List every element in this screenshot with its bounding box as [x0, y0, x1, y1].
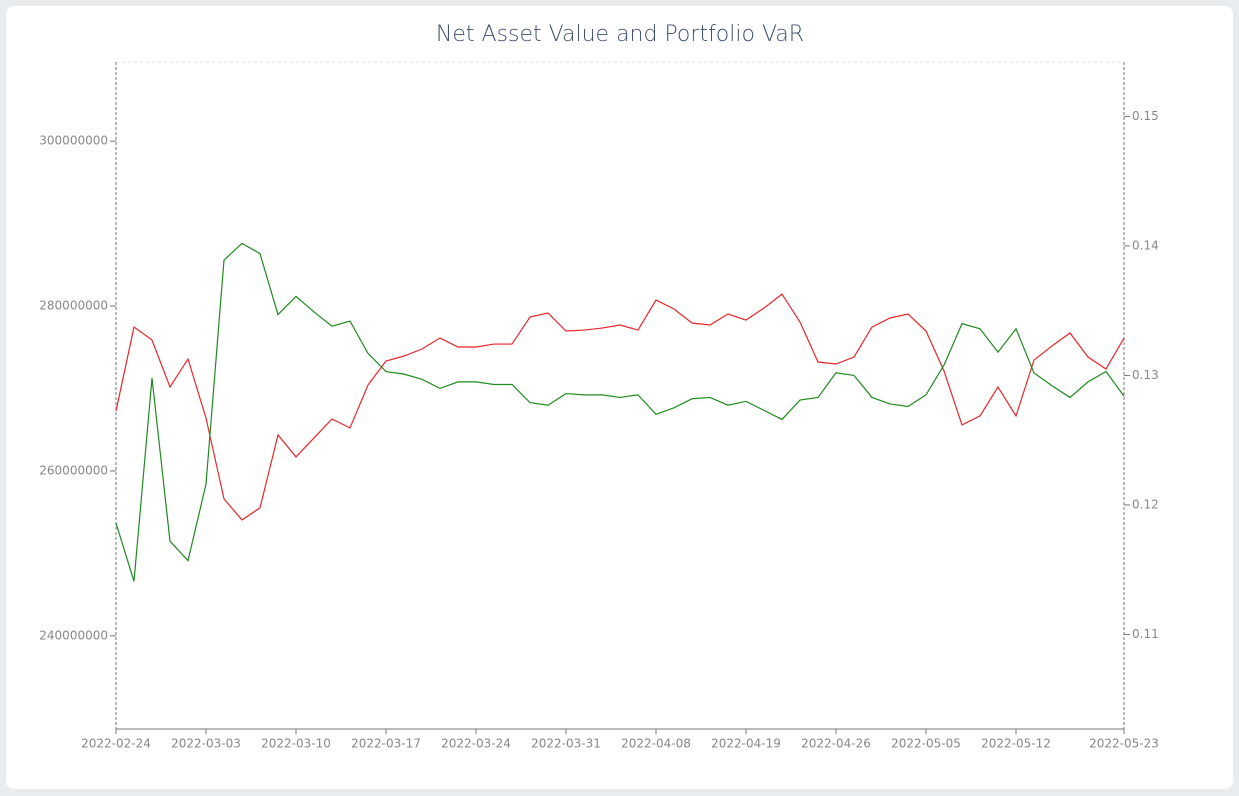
- x-tick-label: 2022-04-19: [711, 737, 781, 751]
- y2-tick-label: 0.11: [1132, 627, 1159, 641]
- series-line: [115, 293, 1125, 521]
- y2-tick-label: 0.13: [1132, 368, 1159, 382]
- x-tick-label: 2022-05-05: [891, 737, 961, 751]
- x-tick-label: 2022-05-12: [981, 737, 1051, 751]
- y-tick-label: 300000000: [39, 134, 108, 148]
- y2-tick-label: 0.12: [1132, 497, 1159, 511]
- x-tick-label: 2022-03-24: [441, 737, 511, 751]
- x-tick-label: 2022-03-03: [171, 737, 241, 751]
- x-tick-label: 2022-03-17: [351, 737, 421, 751]
- x-tick-label: 2022-02-24: [81, 737, 151, 751]
- y2-tick-label: 0.14: [1132, 238, 1159, 252]
- y-tick-label: 260000000: [39, 463, 108, 477]
- chart-title: Net Asset Value and Portfolio VaR: [436, 22, 804, 47]
- y-tick-label: 240000000: [39, 628, 108, 642]
- x-tick-label: 2022-05-23: [1089, 737, 1159, 751]
- series-line: [115, 242, 1125, 582]
- x-tick-label: 2022-03-31: [531, 737, 601, 751]
- x-tick-label: 2022-04-26: [801, 737, 871, 751]
- y2-tick-label: 0.15: [1132, 109, 1159, 123]
- x-tick-label: 2022-04-08: [621, 737, 691, 751]
- y-tick-label: 280000000: [39, 299, 108, 313]
- x-tick-label: 2022-03-10: [261, 737, 331, 751]
